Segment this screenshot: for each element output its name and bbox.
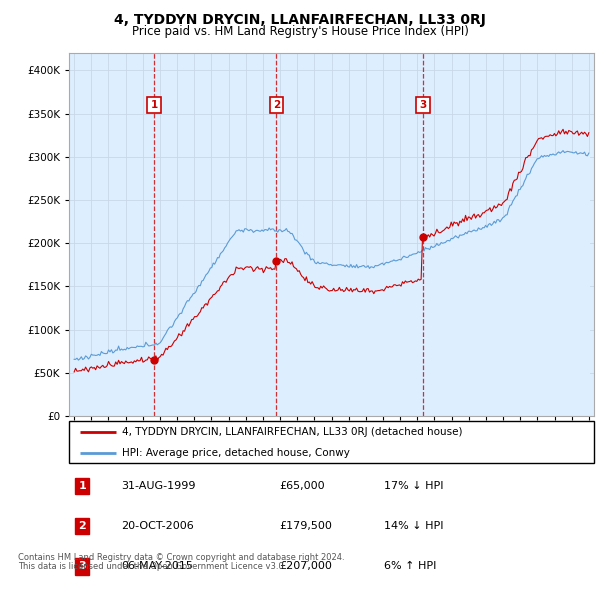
Text: 1: 1 [78, 481, 86, 491]
Text: £65,000: £65,000 [279, 481, 325, 491]
Text: 06-MAY-2015: 06-MAY-2015 [121, 562, 193, 571]
Text: 31-AUG-1999: 31-AUG-1999 [121, 481, 196, 491]
Text: 17% ↓ HPI: 17% ↓ HPI [384, 481, 443, 491]
Text: Price paid vs. HM Land Registry's House Price Index (HPI): Price paid vs. HM Land Registry's House … [131, 25, 469, 38]
Text: 1: 1 [151, 100, 158, 110]
Text: 3: 3 [419, 100, 427, 110]
FancyBboxPatch shape [69, 421, 594, 463]
Text: 3: 3 [79, 562, 86, 571]
Text: Contains HM Land Registry data © Crown copyright and database right 2024.: Contains HM Land Registry data © Crown c… [18, 553, 344, 562]
Text: £207,000: £207,000 [279, 562, 332, 571]
Text: 6% ↑ HPI: 6% ↑ HPI [384, 562, 436, 571]
Text: 4, TYDDYN DRYCIN, LLANFAIRFECHAN, LL33 0RJ (detached house): 4, TYDDYN DRYCIN, LLANFAIRFECHAN, LL33 0… [121, 427, 462, 437]
Text: This data is licensed under the Open Government Licence v3.0.: This data is licensed under the Open Gov… [18, 562, 286, 571]
Text: 4, TYDDYN DRYCIN, LLANFAIRFECHAN, LL33 0RJ: 4, TYDDYN DRYCIN, LLANFAIRFECHAN, LL33 0… [114, 13, 486, 27]
Text: HPI: Average price, detached house, Conwy: HPI: Average price, detached house, Conw… [121, 448, 349, 457]
Text: 2: 2 [273, 100, 280, 110]
Text: 20-OCT-2006: 20-OCT-2006 [121, 522, 194, 531]
Text: 2: 2 [78, 522, 86, 531]
Text: 14% ↓ HPI: 14% ↓ HPI [384, 522, 443, 531]
Text: £179,500: £179,500 [279, 522, 332, 531]
